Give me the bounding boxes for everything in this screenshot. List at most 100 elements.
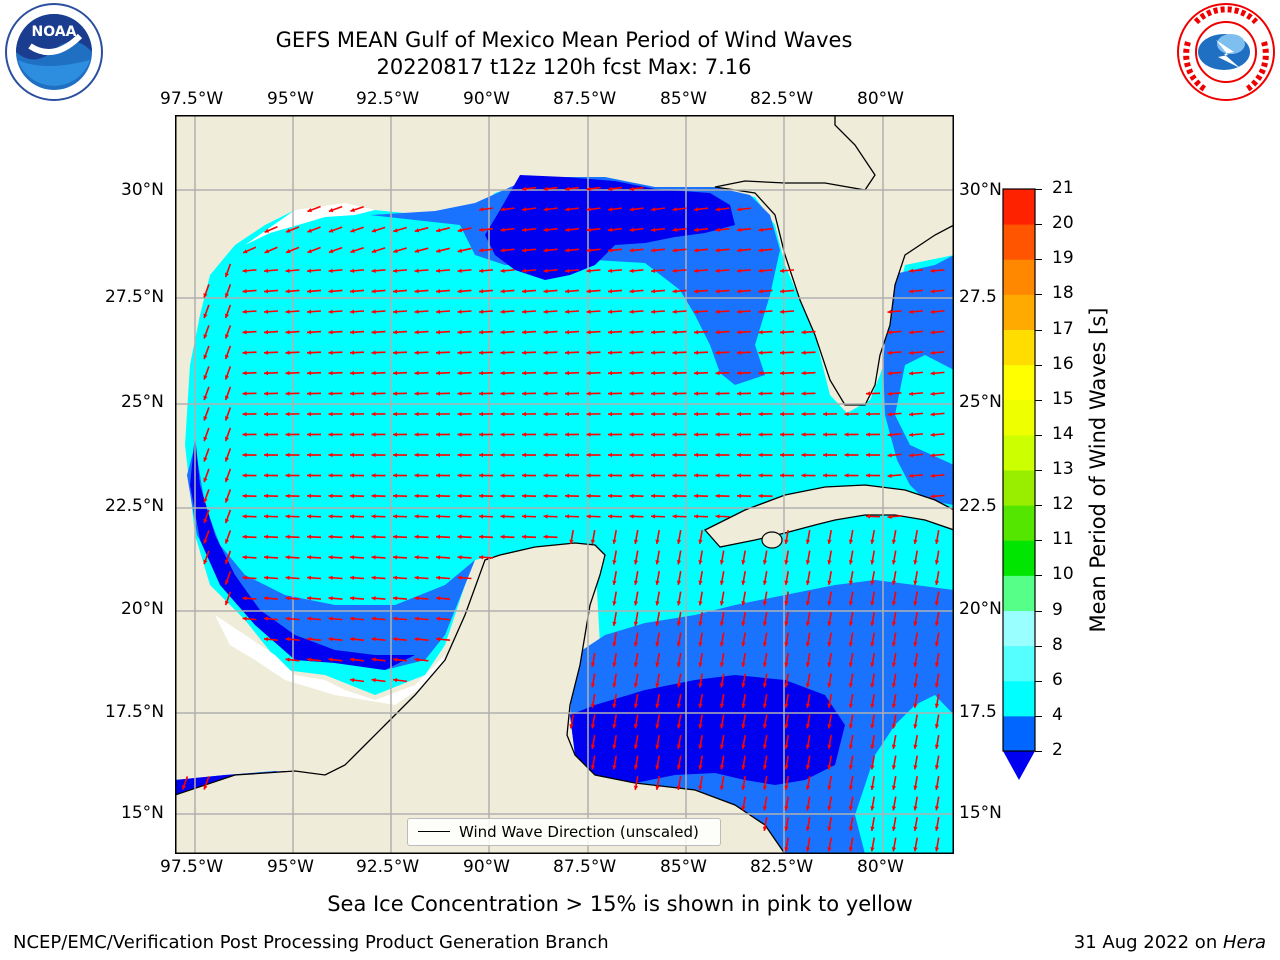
wind-wave-arrowhead [887,432,892,437]
wind-wave-arrowhead [784,806,789,811]
lon-tick: 95°W [267,89,314,109]
wind-wave-arrowhead [586,514,591,519]
wind-wave-arrowhead [784,683,789,688]
wind-wave-arrowhead [676,601,682,606]
wind-wave-arrowhead [633,785,639,790]
wind-wave-arrowhead [414,228,420,233]
colorbar-tick-label: 14 [1052,423,1074,444]
wind-wave-arrowhead [242,452,247,458]
wind-wave-arrowhead [479,514,484,519]
wind-wave-arrowhead [242,575,247,580]
wind-wave-arrowhead [328,452,333,458]
wind-wave-arrowhead [500,350,505,355]
wind-wave-arrowhead [698,642,703,647]
wind-wave-arrowhead [565,329,570,335]
wind-wave-arrowhead [715,248,720,253]
wind-wave-arrowhead [866,391,871,396]
wind-wave-arrowhead [242,555,247,560]
wind-wave-arrowhead [870,539,875,544]
wind-wave-arrowhead [608,207,613,212]
wind-wave-arrowhead [457,391,462,396]
wind-wave-arrowhead [805,662,811,667]
wind-wave-arrowhead [913,826,918,831]
wind-wave-arrowhead [891,744,897,749]
wind-wave-arrowhead [224,375,230,380]
lon-tick: 80°W [857,89,904,109]
wind-wave-arrowhead [784,580,789,585]
colorbar-tick-mark [1035,505,1042,507]
wind-wave-arrowhead [870,560,875,565]
wind-wave-arrowhead [500,493,505,499]
wind-wave-arrowhead [612,703,617,708]
wind-wave-arrowhead [934,765,940,770]
wind-wave-arrowhead [694,370,699,376]
wind-wave-arrowhead [479,432,484,437]
wind-wave-arrowhead [393,391,398,396]
wind-wave-arrowhead [436,411,441,417]
wind-wave-arrowhead [457,473,462,478]
wind-wave-arrowhead [224,395,230,401]
colorbar-tick-label: 11 [1052,529,1074,550]
wind-wave-arrowhead [393,596,398,601]
wind-wave-arrowhead [543,391,548,396]
wind-wave-arrowhead [307,370,312,376]
wind-wave-arrowhead [285,432,290,437]
wind-wave-arrowhead [891,560,897,565]
wind-wave-arrowhead [328,616,333,621]
wind-wave-arrowhead [758,350,763,355]
wind-wave-arrowhead [762,683,768,688]
wind-wave-arrowhead [784,621,789,626]
colorbar-tick-mark [1035,294,1042,296]
wind-wave-arrowhead [866,473,871,478]
wind-wave-arrowhead [694,432,699,437]
wind-wave-arrowhead [565,227,570,233]
wind-wave-arrowhead [350,534,355,540]
wind-wave-arrowhead [328,329,333,335]
wind-wave-arrowhead [629,493,634,499]
wind-wave-arrowhead [285,411,290,417]
wind-wave-arrowhead [307,289,312,294]
lon-tick: 80°W [857,857,904,877]
wind-wave-arrowhead [801,432,806,437]
wind-wave-arrowhead [307,637,312,642]
lon-tick: 87.5°W [553,89,617,109]
wind-wave-arrowhead [715,514,720,519]
wind-wave-arrowhead [651,350,656,355]
lat-tick: 20°N [959,599,1002,619]
wind-wave-arrowhead [224,334,230,339]
wind-wave-arrowhead [224,518,230,524]
wind-wave-arrowhead [371,637,376,642]
wind-wave-arrowhead [698,765,703,770]
wind-wave-arrowhead [285,616,290,621]
wind-wave-arrowhead [350,677,355,683]
wind-wave-arrowhead [805,642,811,647]
wind-wave-arrowhead [543,350,548,355]
wind-wave-arrowhead [436,637,441,642]
wind-wave-arrowhead [522,248,527,253]
colorbar-tick-mark [1035,540,1042,542]
wind-wave-arrowhead [543,452,548,458]
wind-wave-arrowhead [913,806,918,811]
wind-wave-arrowhead [698,683,703,688]
wind-wave-arrowhead [242,370,247,376]
wind-wave-arrowhead [844,432,849,437]
wind-wave-arrowhead [629,248,634,253]
wind-wave-arrowhead [651,370,656,376]
wind-wave-arrowhead [694,350,699,355]
colorbar-tick-mark [1035,575,1042,577]
wind-wave-arrowhead [414,432,419,437]
lat-tick: 15°N [121,803,164,823]
wind-wave-arrowhead [264,473,269,478]
wind-wave-arrowhead [522,350,527,355]
wind-wave-arrowhead [694,329,699,335]
wind-wave-arrowhead [698,539,703,544]
wind-wave-arrowhead [307,657,312,662]
wind-wave-arrowhead [203,416,208,421]
wind-wave-arrowhead [285,596,290,601]
wind-wave-arrowhead [633,580,639,585]
wind-wave-arrowhead [350,493,355,499]
colorbar-label: Mean Period of Wind Waves [s] [1086,307,1110,633]
wind-wave-arrowhead [393,248,398,253]
wind-wave-arrowhead [784,765,789,770]
wind-wave-arrowhead [715,452,720,458]
